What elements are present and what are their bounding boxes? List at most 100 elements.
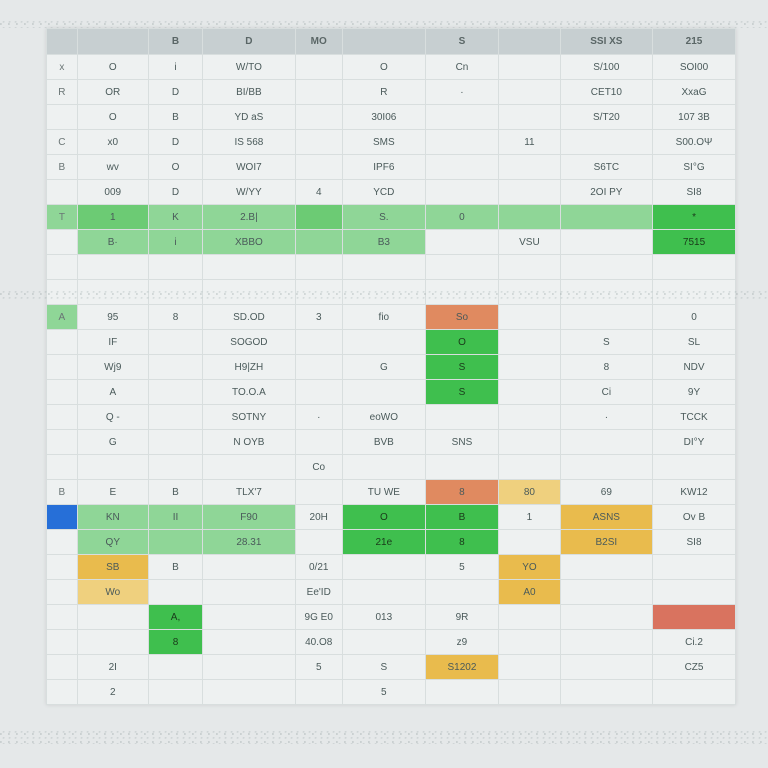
cell[interactable] [295,205,342,230]
cell[interactable] [560,205,652,230]
cell[interactable] [499,255,561,280]
cell[interactable] [203,605,295,630]
cell[interactable] [560,305,652,330]
cell[interactable] [295,355,342,380]
cell[interactable]: O [77,105,148,130]
cell[interactable]: i [148,55,202,80]
col-header[interactable]: MO [295,29,342,55]
cell[interactable] [653,680,736,705]
cell[interactable]: YCD [342,180,425,205]
cell[interactable]: 30I06 [342,105,425,130]
cell[interactable] [653,580,736,605]
cell[interactable]: * [653,205,736,230]
cell[interactable]: S1202 [425,655,498,680]
cell[interactable]: 3 [295,305,342,330]
cell[interactable]: 69 [560,480,652,505]
cell[interactable] [425,580,498,605]
cell[interactable] [148,530,202,555]
cell[interactable]: A0 [499,580,561,605]
cell[interactable]: CET10 [560,80,652,105]
row-index[interactable]: R [47,80,78,105]
cell[interactable]: KN [77,505,148,530]
cell[interactable]: SOI00 [653,55,736,80]
cell[interactable] [499,405,561,430]
cell[interactable] [148,355,202,380]
cell[interactable]: SI8 [653,180,736,205]
cell[interactable] [203,455,295,480]
cell[interactable]: SOGOD [203,330,295,355]
cell[interactable]: 7515 [653,230,736,255]
cell[interactable] [342,330,425,355]
cell[interactable]: B3 [342,230,425,255]
cell[interactable]: 9R [425,605,498,630]
cell[interactable] [295,80,342,105]
cell[interactable]: W/YY [203,180,295,205]
row-index[interactable] [47,180,78,205]
cell[interactable]: 5 [295,655,342,680]
cell[interactable] [148,580,202,605]
cell[interactable] [148,380,202,405]
cell[interactable]: BVB [342,430,425,455]
cell[interactable]: So [425,305,498,330]
cell[interactable] [653,280,736,305]
cell[interactable] [203,280,295,305]
cell[interactable]: G [77,430,148,455]
cell[interactable] [560,555,652,580]
cell[interactable]: S [560,330,652,355]
row-index[interactable] [47,630,78,655]
row-index[interactable] [47,680,78,705]
cell[interactable]: Wj9 [77,355,148,380]
cell[interactable] [560,655,652,680]
cell[interactable]: XxaG [653,80,736,105]
cell[interactable]: SB [77,555,148,580]
cell[interactable] [148,655,202,680]
cell[interactable] [560,455,652,480]
cell[interactable]: 95 [77,305,148,330]
row-index[interactable]: T [47,205,78,230]
cell[interactable] [499,530,561,555]
cell[interactable]: B [425,505,498,530]
row-index[interactable] [47,230,78,255]
cell[interactable] [653,555,736,580]
cell[interactable]: S [425,355,498,380]
cell[interactable] [342,255,425,280]
cell[interactable]: G [342,355,425,380]
cell[interactable] [499,355,561,380]
cell[interactable]: IS 568 [203,130,295,155]
row-index[interactable] [47,330,78,355]
cell[interactable]: 013 [342,605,425,630]
cell[interactable] [295,105,342,130]
cell[interactable] [499,305,561,330]
cell[interactable]: S. [342,205,425,230]
row-index[interactable]: C [47,130,78,155]
cell[interactable] [560,280,652,305]
cell[interactable]: SNS [425,430,498,455]
row-index[interactable] [47,580,78,605]
cell[interactable] [148,680,202,705]
cell[interactable] [560,680,652,705]
cell[interactable] [499,430,561,455]
cell[interactable]: 2 [77,680,148,705]
cell[interactable]: 107 3B [653,105,736,130]
cell[interactable] [425,280,498,305]
col-header[interactable] [342,29,425,55]
row-index[interactable] [47,455,78,480]
cell[interactable]: B [148,105,202,130]
cell[interactable]: 1 [77,205,148,230]
cell[interactable]: IPF6 [342,155,425,180]
cell[interactable]: wv [77,155,148,180]
cell[interactable]: E [77,480,148,505]
cell[interactable] [342,630,425,655]
cell[interactable]: A [77,380,148,405]
cell[interactable]: 2OI PY [560,180,652,205]
cell[interactable]: D [148,180,202,205]
cell[interactable]: ASNS [560,505,652,530]
cell[interactable] [499,205,561,230]
cell[interactable] [203,680,295,705]
cell[interactable]: 4 [295,180,342,205]
row-index[interactable] [47,105,78,130]
cell[interactable] [499,630,561,655]
cell[interactable]: 21e [342,530,425,555]
cell[interactable] [342,555,425,580]
cell[interactable] [560,230,652,255]
